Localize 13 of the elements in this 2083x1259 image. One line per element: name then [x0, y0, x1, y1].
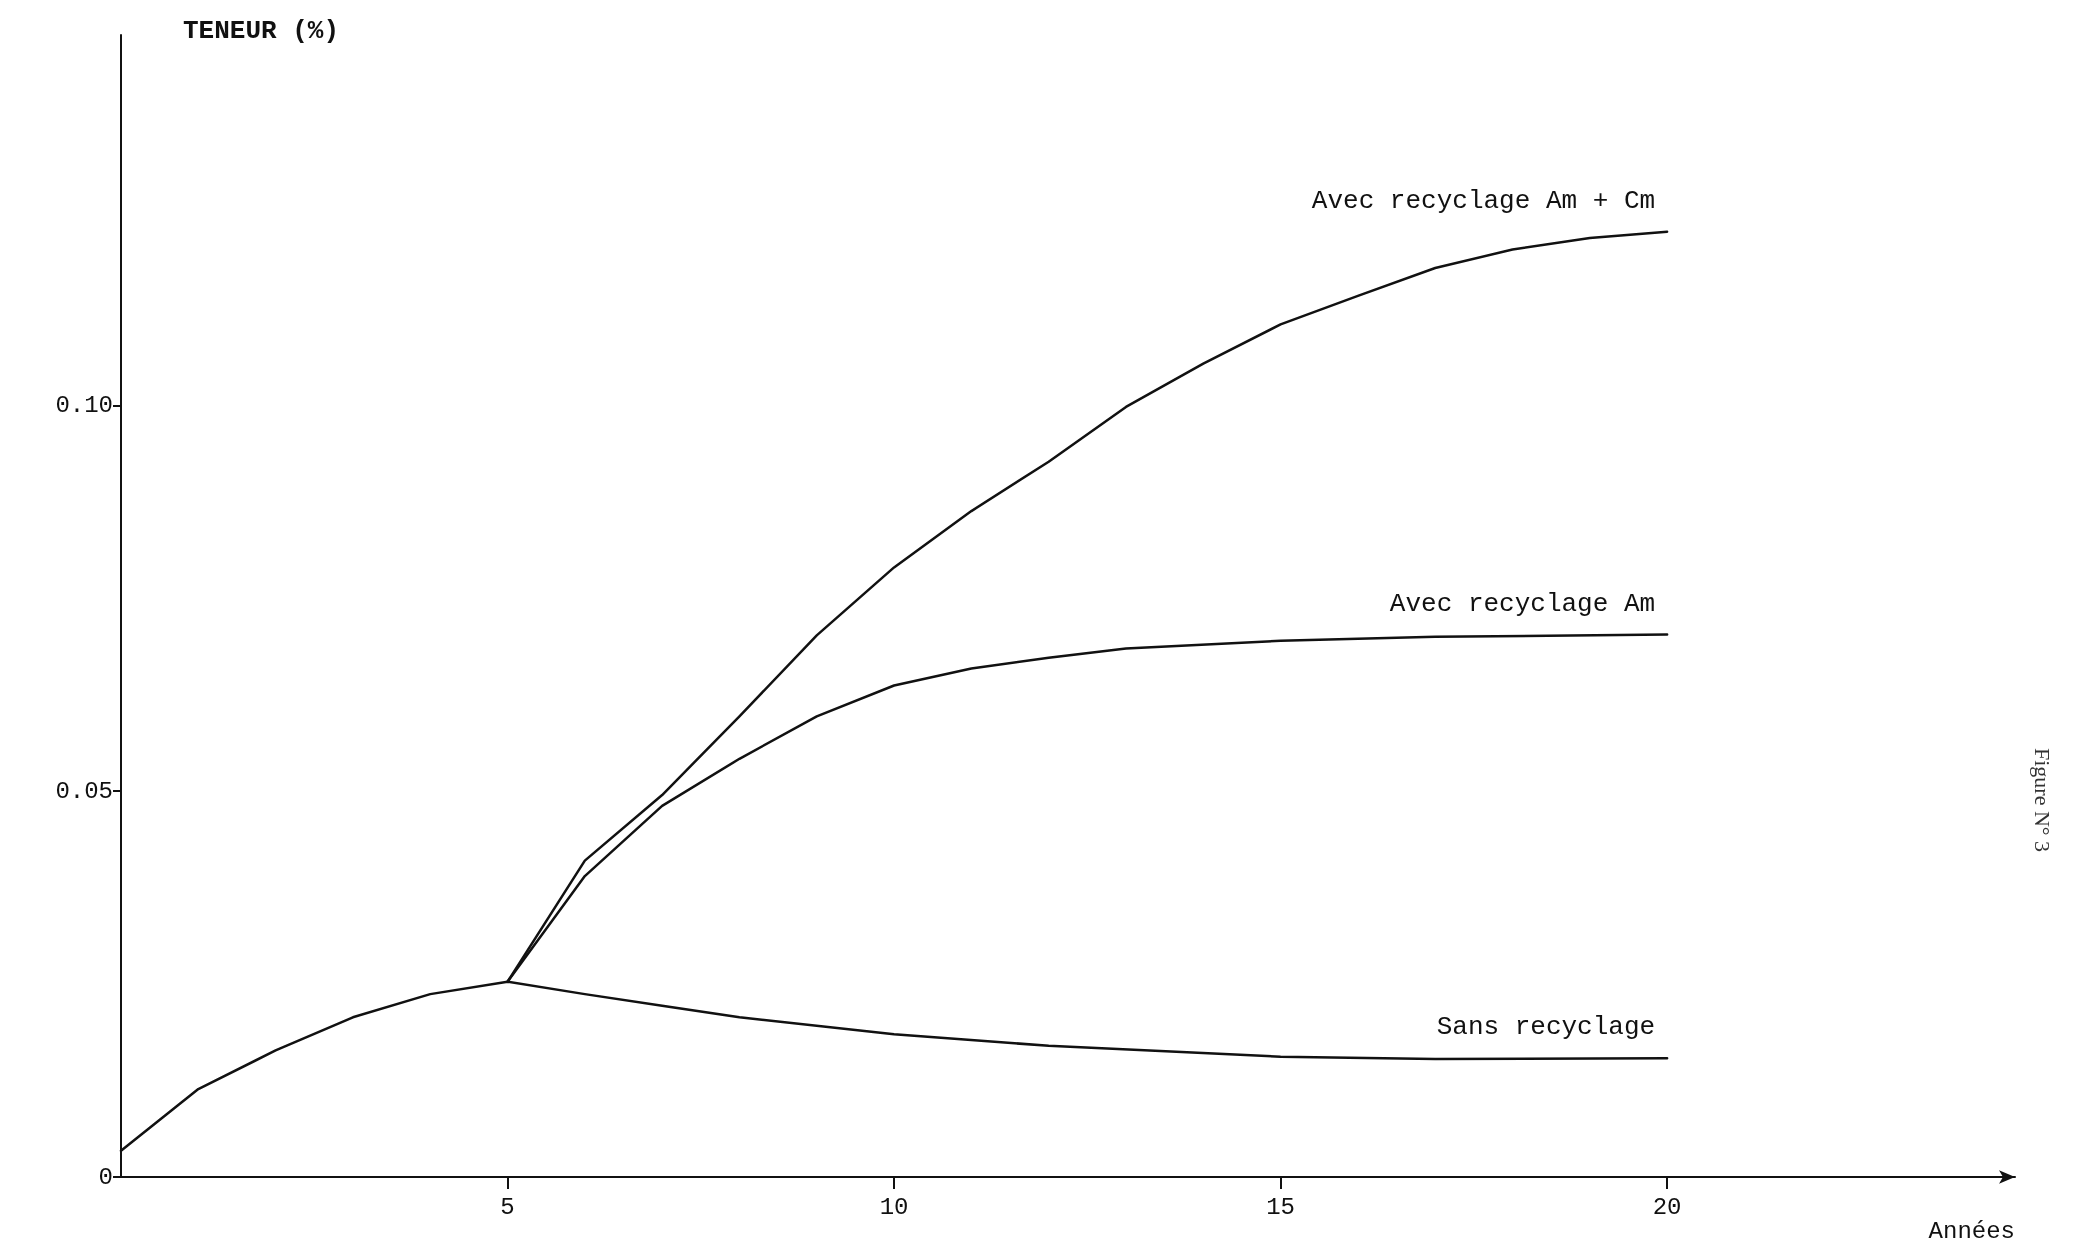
x-tick-label: 10: [879, 1193, 909, 1221]
x-axis-title: Années: [1928, 1217, 2016, 1245]
series-label: Avec recyclage Am + Cm: [1311, 185, 1656, 216]
x-tick-label: 20: [1652, 1193, 1682, 1221]
series-label: Avec recyclage Am: [1389, 588, 1656, 619]
text: Figure N° 3: [2029, 748, 2055, 853]
y-axis-title: TENEUR (%): [183, 16, 340, 46]
y-tick-label: 0.05: [55, 777, 113, 805]
x-tick-label: 5: [500, 1193, 515, 1221]
series-label: Sans recyclage: [1436, 1012, 1656, 1043]
x-tick-label: 15: [1266, 1193, 1295, 1221]
y-tick-label: 0: [98, 1163, 113, 1191]
y-tick-label: 0.10: [55, 391, 113, 419]
